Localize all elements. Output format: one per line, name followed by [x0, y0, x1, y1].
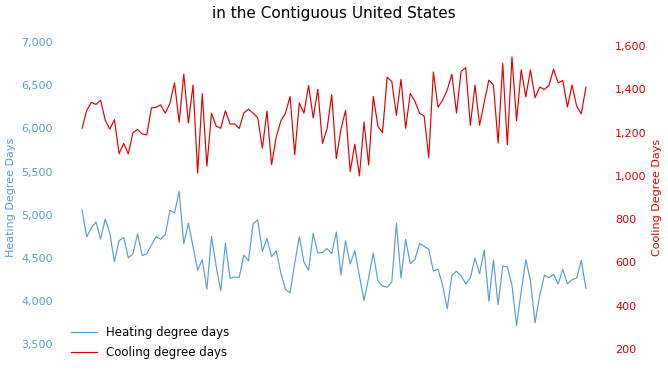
Title: in the Contiguous United States: in the Contiguous United States [212, 6, 456, 21]
Legend: Heating degree days, Cooling degree days: Heating degree days, Cooling degree days [66, 321, 234, 364]
Cooling degree days [226, 122, 234, 126]
Heating degree days [439, 283, 447, 287]
Heating degree days [582, 286, 590, 291]
Heating degree days [175, 189, 183, 194]
Heating degree days [559, 267, 567, 271]
Cooling degree days [582, 85, 590, 89]
Y-axis label: Cooling Degree Days: Cooling Degree Days [653, 139, 663, 256]
Cooling degree days [78, 126, 86, 130]
Cooling degree days [355, 174, 363, 178]
Heating degree days [512, 323, 520, 328]
Heating degree days [230, 275, 238, 279]
Line: Cooling degree days: Cooling degree days [82, 57, 586, 176]
Cooling degree days [559, 78, 567, 83]
Cooling degree days [323, 126, 331, 131]
Heating degree days [577, 258, 585, 262]
Y-axis label: Heating Degree Days: Heating Degree Days [5, 138, 15, 257]
Cooling degree days [439, 98, 447, 102]
Heating degree days [328, 251, 336, 256]
Cooling degree days [508, 55, 516, 59]
Cooling degree days [577, 112, 585, 116]
Line: Heating degree days: Heating degree days [82, 191, 586, 326]
Heating degree days [314, 251, 322, 255]
Heating degree days [78, 208, 86, 212]
Cooling degree days [309, 116, 317, 120]
